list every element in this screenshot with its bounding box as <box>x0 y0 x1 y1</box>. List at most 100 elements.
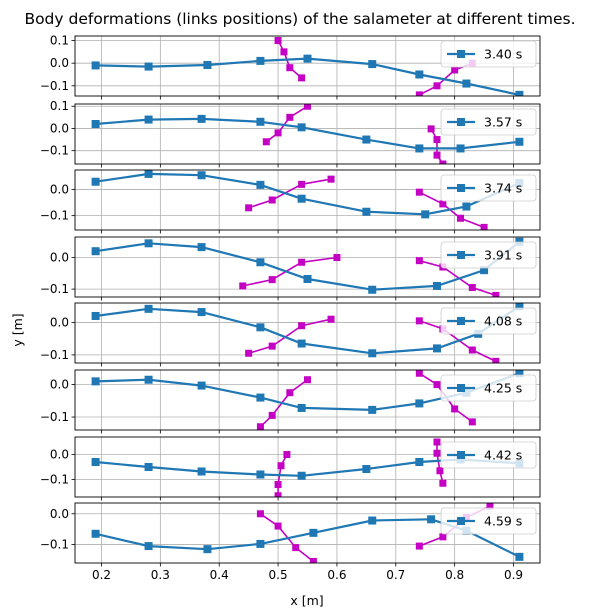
link-point <box>268 276 276 284</box>
body-point <box>256 323 265 332</box>
body-point <box>91 61 100 70</box>
body-point <box>362 135 371 144</box>
legend-marker <box>457 251 465 259</box>
body-point <box>144 375 153 384</box>
link-point <box>333 254 341 262</box>
link-point <box>439 200 447 208</box>
body-point <box>362 207 371 216</box>
body-point <box>197 114 206 123</box>
link-point <box>274 37 282 45</box>
link-point <box>268 196 276 204</box>
legend-box <box>440 307 537 335</box>
legend-box <box>440 241 537 269</box>
y-tick-label: 0.0 <box>50 251 69 265</box>
body-point <box>415 144 424 153</box>
panel-frame <box>74 169 541 231</box>
body-point <box>368 405 377 414</box>
body-point <box>144 463 153 471</box>
legend: 3.74 s <box>440 174 537 202</box>
link-point <box>309 557 317 563</box>
body-point <box>462 79 471 88</box>
legend-marker <box>457 451 465 459</box>
x-tick-label: 0.7 <box>386 568 405 582</box>
legend-label: 3.91 s <box>484 248 522 263</box>
body-point <box>144 170 153 178</box>
legend-label: 4.25 s <box>484 381 522 396</box>
y-tick-label: −0.1 <box>40 79 69 93</box>
body-point <box>303 54 312 63</box>
legend-box <box>440 40 537 68</box>
y-tick-label: 0.0 <box>50 183 69 197</box>
link-point <box>304 104 311 110</box>
body-point <box>256 258 265 267</box>
link-line-1 <box>248 178 332 209</box>
y-tick-label: 0.0 <box>50 56 69 70</box>
body-point <box>368 516 377 525</box>
body-point <box>197 243 206 252</box>
body-point <box>91 458 100 466</box>
link-point <box>415 370 423 377</box>
body-point <box>515 137 524 146</box>
link-point <box>433 381 441 389</box>
body-point <box>203 60 212 69</box>
y-tick-label: 0.1 <box>50 34 69 48</box>
y-tick-label: −0.1 <box>40 282 69 296</box>
legend: 4.25 s <box>440 374 537 402</box>
link-point <box>451 405 459 413</box>
panel-4: 0.0 −0.1 3.91 s <box>40 236 541 301</box>
body-point <box>91 311 100 320</box>
x-tick-label: 0.6 <box>327 568 346 582</box>
panel-frame <box>74 236 541 298</box>
body-point <box>256 470 265 479</box>
legend: 3.57 s <box>440 108 537 136</box>
panel-frame <box>74 35 541 97</box>
body-point <box>515 303 524 311</box>
body-point <box>515 90 524 96</box>
link-point <box>436 467 444 475</box>
link-point <box>433 136 441 144</box>
body-point <box>515 552 524 561</box>
link-point <box>415 542 423 550</box>
panel-frame <box>74 502 541 564</box>
link-point <box>415 317 423 325</box>
legend-marker <box>457 384 465 392</box>
legend-marker <box>457 118 465 126</box>
link-point <box>256 510 264 518</box>
body-point <box>462 202 471 211</box>
link-point <box>433 82 441 90</box>
link-point <box>439 160 447 164</box>
link-point <box>280 48 288 56</box>
link-point <box>298 74 306 82</box>
link-point <box>277 462 285 470</box>
link-point <box>292 544 300 552</box>
y-tick-label: −0.1 <box>40 209 69 223</box>
plot-area <box>91 37 524 96</box>
link-point <box>433 151 441 159</box>
x-tick-label: 0.8 <box>445 568 464 582</box>
panel-1: 0.1 0.0 −0.1 3.40 s <box>40 34 541 100</box>
link-point <box>262 138 270 146</box>
y-tick-label: 0.1 <box>50 99 69 113</box>
body-point <box>303 275 312 283</box>
link-point <box>274 522 282 530</box>
link-point <box>433 438 441 446</box>
body-point <box>197 308 206 317</box>
link-point <box>274 492 282 497</box>
link-point <box>239 282 247 290</box>
link-line-2 <box>419 320 497 363</box>
panels: 0.1 0.0 −0.1 3.40 s 0.1 0.0 −0.1 3.57 s 0.0 −0.1 3… <box>40 34 541 582</box>
body-point <box>203 545 212 554</box>
body-point <box>421 210 430 219</box>
body-point <box>297 123 306 132</box>
y-tick-label: −0.1 <box>40 410 69 424</box>
link-point <box>486 503 494 510</box>
plot-area <box>91 170 524 230</box>
legend-marker <box>457 50 465 58</box>
body-point <box>256 117 265 126</box>
legend-label: 3.57 s <box>484 115 522 130</box>
link-point <box>457 214 465 222</box>
y-tick-label: 0.0 <box>50 378 69 392</box>
body-point <box>197 171 206 180</box>
legend: 3.40 s <box>440 40 537 68</box>
